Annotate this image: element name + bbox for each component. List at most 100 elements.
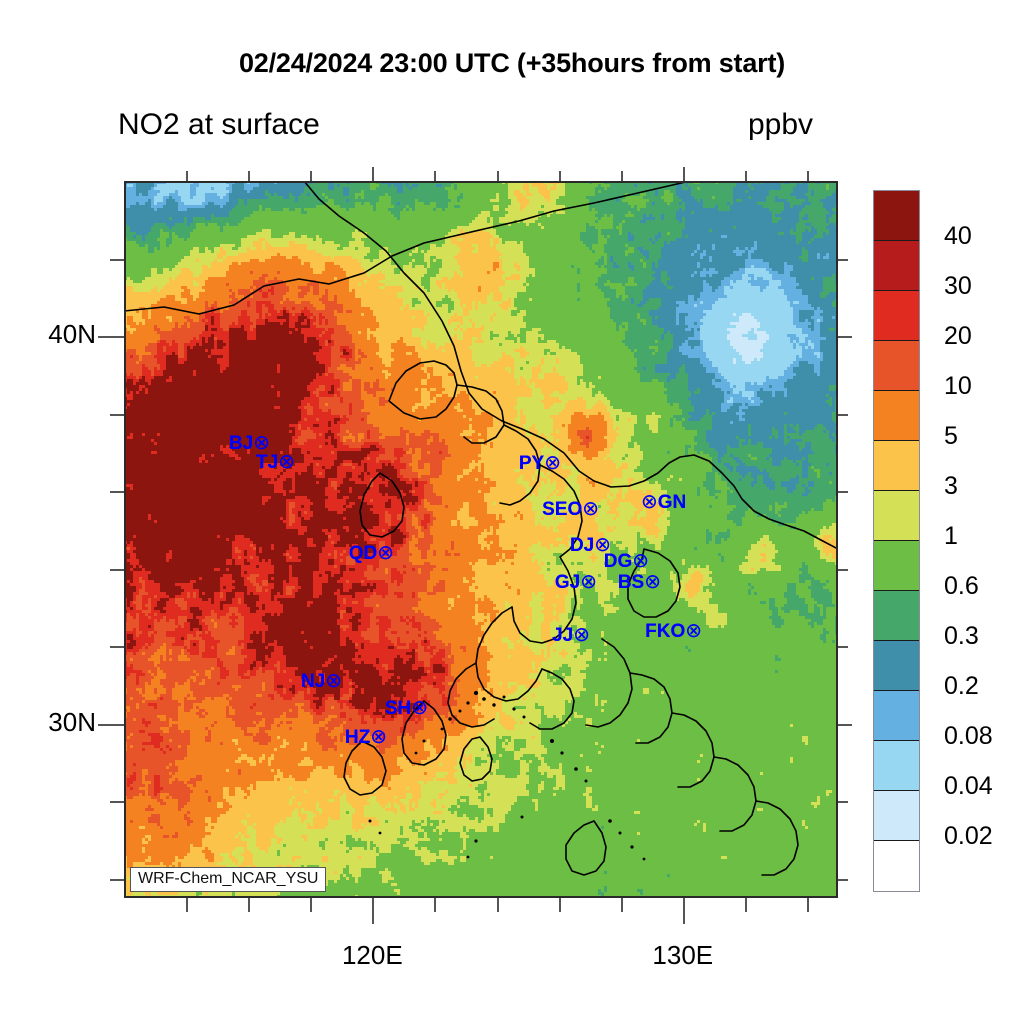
axis-tick: [434, 898, 437, 912]
axis-tick: [682, 898, 685, 924]
lon-axis-label-120E: 120E: [341, 940, 403, 970]
axis-tick: [806, 898, 809, 912]
axis-tick: [496, 898, 499, 912]
colorbar-band-1: [874, 241, 919, 291]
city-marker-fko[interactable]: FKO⊗: [645, 621, 702, 641]
colorbar-tick-label-5: 5: [944, 422, 958, 450]
city-label: GJ: [554, 572, 581, 593]
colorbar-tick-label-40: 40: [944, 222, 972, 250]
axis-tick: [838, 568, 848, 571]
axis-tick: [248, 898, 251, 912]
axis-tick: [110, 258, 124, 261]
city-label: SEO: [542, 499, 583, 520]
map-plot-area[interactable]: WRF-Chem_NCAR_YSU: [124, 181, 838, 898]
city-symbol-icon: ⊗: [644, 571, 661, 593]
city-marker-hz[interactable]: HZ⊗: [345, 727, 387, 747]
colorbar-tick-label-3: 3: [944, 472, 958, 500]
city-marker-dg[interactable]: DG⊗: [604, 551, 649, 571]
city-marker-gn[interactable]: ⊗GN: [641, 492, 686, 512]
lon-axis-label-130E: 130E: [652, 940, 714, 970]
colorbar-band-4: [874, 391, 919, 441]
city-symbol-icon: ⊗: [325, 670, 342, 692]
axis-tick: [838, 801, 848, 804]
axis-tick: [110, 491, 124, 494]
axis-tick: [838, 878, 848, 881]
colorbar-band-2: [874, 291, 919, 341]
city-marker-jj[interactable]: JJ⊗: [552, 625, 590, 645]
city-marker-sh[interactable]: SH⊗: [385, 698, 428, 718]
colorbar-tick-label-0.3: 0.3: [944, 622, 979, 650]
axis-tick: [98, 336, 124, 339]
city-marker-py[interactable]: PY⊗: [519, 453, 561, 473]
city-marker-gj[interactable]: GJ⊗: [555, 572, 597, 592]
city-label: DG: [603, 551, 633, 572]
city-marker-nj[interactable]: NJ⊗: [301, 671, 342, 691]
city-label: BJ: [228, 433, 254, 454]
coastline-overlay: [124, 181, 838, 876]
city-marker-bs[interactable]: BS⊗: [618, 572, 661, 592]
axis-tick: [110, 646, 124, 649]
axis-tick: [838, 258, 848, 261]
city-label: HZ: [344, 727, 371, 748]
axis-tick: [682, 167, 685, 181]
units-label: ppbv: [748, 108, 814, 141]
colorbar[interactable]: [873, 190, 920, 892]
lat-axis-label-30N: 30N: [48, 706, 96, 737]
axis-tick: [838, 491, 848, 494]
city-symbol-icon: ⊗: [370, 726, 387, 748]
axis-tick: [620, 171, 623, 181]
axis-tick: [838, 336, 852, 339]
city-symbol-icon: ⊗: [544, 452, 561, 474]
city-label: NJ: [300, 671, 326, 692]
colorbar-band-3: [874, 341, 919, 391]
axis-tick: [558, 898, 561, 912]
city-label: JJ: [552, 625, 574, 646]
city-label: PY: [518, 453, 545, 474]
city-label: BS: [617, 572, 645, 593]
colorbar-band-8: [874, 591, 919, 641]
city-label: TJ: [256, 452, 279, 473]
city-marker-qd[interactable]: QD⊗: [349, 543, 394, 563]
city-label: SH: [384, 698, 412, 719]
city-label: FKO: [645, 621, 686, 642]
city-marker-bj[interactable]: BJ⊗: [229, 433, 270, 453]
colorbar-band-9: [874, 641, 919, 691]
axis-tick: [110, 413, 124, 416]
colorbar-band-7: [874, 541, 919, 591]
model-label: WRF-Chem_NCAR_YSU: [130, 867, 327, 892]
city-symbol-icon: ⊗: [278, 451, 295, 473]
axis-tick: [186, 171, 189, 181]
page-title: 02/24/2024 23:00 UTC (+35hours from star…: [238, 48, 786, 78]
colorbar-band-13: [874, 841, 919, 891]
axis-tick: [558, 171, 561, 181]
city-symbol-icon: ⊗: [573, 624, 590, 646]
city-marker-dj[interactable]: DJ⊗: [570, 535, 611, 555]
axis-tick: [248, 171, 251, 181]
axis-tick: [110, 801, 124, 804]
axis-tick: [372, 898, 375, 924]
axis-tick: [98, 723, 124, 726]
axis-tick: [186, 898, 189, 912]
axis-tick: [496, 171, 499, 181]
city-symbol-icon: ⊗: [411, 697, 428, 719]
axis-tick: [744, 898, 747, 912]
city-symbol-icon: ⊗: [685, 620, 702, 642]
axis-tick: [310, 171, 313, 181]
axis-tick: [434, 171, 437, 181]
colorbar-band-12: [874, 791, 919, 841]
city-symbol-icon: ⊗: [377, 542, 394, 564]
city-symbol-icon: ⊗: [580, 571, 597, 593]
colorbar-tick-label-30: 30: [944, 272, 972, 300]
city-marker-seo[interactable]: SEO⊗: [542, 499, 599, 519]
axis-tick: [806, 171, 809, 181]
colorbar-tick-label-10: 10: [944, 372, 972, 400]
axis-tick: [110, 568, 124, 571]
colorbar-band-11: [874, 741, 919, 791]
axis-tick: [838, 723, 852, 726]
city-label: QD: [348, 543, 378, 564]
colorbar-tick-label-0.08: 0.08: [944, 722, 993, 750]
city-marker-tj[interactable]: TJ⊗: [256, 452, 295, 472]
axis-tick: [620, 898, 623, 912]
lat-axis-label-40N: 40N: [48, 319, 96, 350]
city-label: GN: [657, 492, 687, 513]
